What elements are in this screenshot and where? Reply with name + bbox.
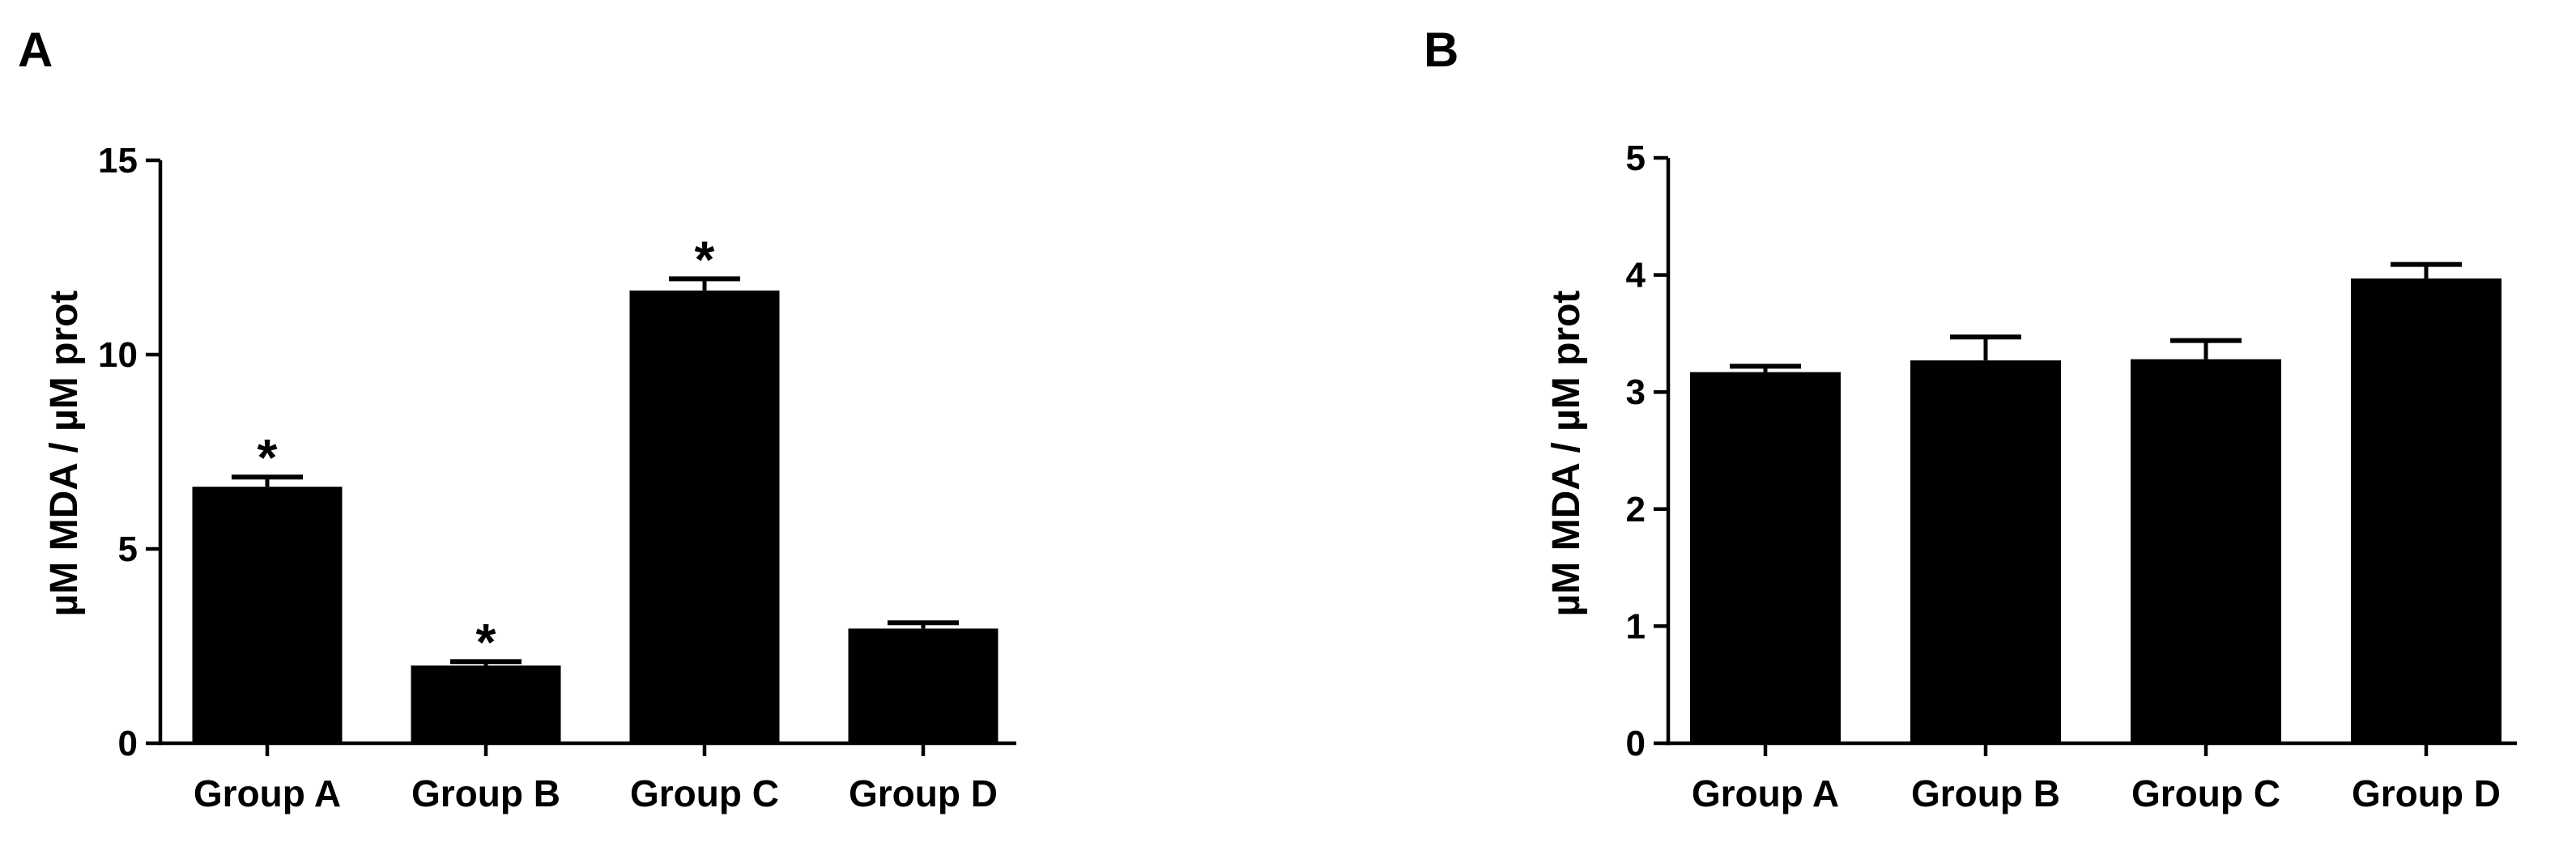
panel-b: B µM MDA / µM prot 0 1 2 3 4 5 Group A Group B G… xyxy=(1424,23,2517,814)
panel-b-category-label: Group D xyxy=(2352,772,2501,814)
panel-a-y-tick-label: 10 xyxy=(98,335,138,375)
panel-a-y-tick-label: 0 xyxy=(118,724,138,763)
panel-a-significance-mark: * xyxy=(476,613,496,671)
panel-b-category-label: Group B xyxy=(1911,772,2060,814)
panel-a-bar xyxy=(848,628,998,743)
panel-a-significance-mark: * xyxy=(258,428,278,487)
panel-b-y-tick-label: 3 xyxy=(1626,372,1646,412)
panel-a-plot-area: 0 5 10 15 * Group A * Group B * Group C Group D xyxy=(98,141,1016,814)
panel-b-bar xyxy=(2351,278,2501,743)
panel-a-category-label: Group A xyxy=(194,772,341,814)
panel-a-category-label: Group C xyxy=(630,772,779,814)
panel-b-y-tick-label: 1 xyxy=(1626,606,1646,646)
panel-b-letter: B xyxy=(1424,23,1458,77)
panel-b-bar xyxy=(2131,359,2281,743)
panel-a-significance-mark: * xyxy=(695,230,715,288)
panel-b-category-label: Group C xyxy=(2131,772,2280,814)
panel-a-category-label: Group B xyxy=(411,772,560,814)
panel-a-y-tick-label: 5 xyxy=(118,529,138,569)
panel-a-bar xyxy=(629,290,780,743)
panel-b-y-axis-title: µM MDA / µM prot xyxy=(1545,291,1588,617)
panel-b-y-tick-label: 2 xyxy=(1626,490,1646,529)
panel-b-plot-area: 0 1 2 3 4 5 Group A Group B Group C Group D xyxy=(1626,138,2517,814)
panel-a-y-axis-title: µM MDA / µM prot xyxy=(43,291,86,617)
panel-a-y-tick-label: 15 xyxy=(98,141,138,181)
panel-b-y-tick-label: 0 xyxy=(1626,724,1646,763)
panel-a-category-label: Group D xyxy=(849,772,998,814)
panel-b-bar xyxy=(1690,372,1841,743)
panel-a-letter: A xyxy=(18,23,53,77)
panel-a-bar xyxy=(411,666,561,743)
panel-a: A µM MDA / µM prot 0 5 10 15 * Group A * Group … xyxy=(18,23,1016,814)
panel-a-bar xyxy=(192,487,343,743)
panel-b-y-tick-label: 4 xyxy=(1626,256,1646,296)
panel-b-bar xyxy=(1910,360,2061,743)
panel-b-category-label: Group A xyxy=(1692,772,1839,814)
panel-b-y-tick-label: 5 xyxy=(1626,138,1646,178)
